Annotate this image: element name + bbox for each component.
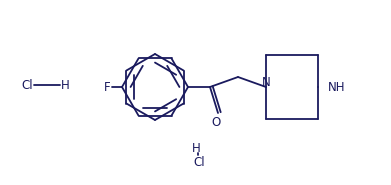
Text: F: F [104, 80, 110, 93]
Text: H: H [192, 142, 200, 154]
Text: H: H [61, 78, 69, 92]
Text: N: N [262, 75, 270, 88]
Text: Cl: Cl [21, 78, 33, 92]
Text: NH: NH [328, 80, 346, 93]
Text: O: O [212, 115, 221, 129]
Text: Cl: Cl [193, 157, 205, 169]
